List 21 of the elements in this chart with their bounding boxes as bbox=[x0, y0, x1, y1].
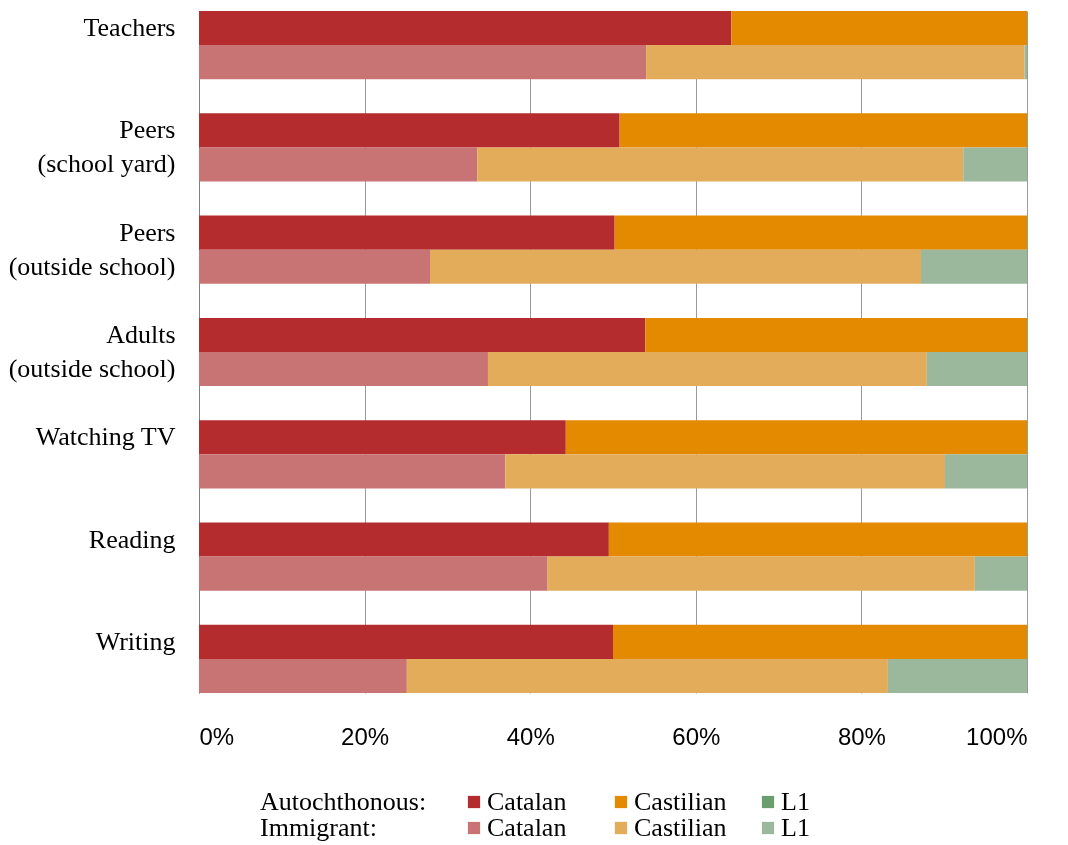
y-tick-label: Peers (outside school) bbox=[8, 217, 176, 281]
x-tick-label: 80% bbox=[837, 722, 886, 750]
y-tick-label: Watching TV bbox=[35, 422, 176, 452]
legend-label: Castilian bbox=[634, 787, 727, 816]
x-tick-label: 0% bbox=[199, 722, 235, 750]
legend-label: L1 bbox=[781, 813, 810, 842]
y-tick-label: Reading bbox=[88, 524, 176, 554]
text: Immigrant: bbox=[260, 813, 377, 842]
y-tick-label: Peers (school yard) bbox=[37, 115, 176, 179]
x-tick-label: 20% bbox=[341, 722, 390, 750]
legend-label: Catalan bbox=[487, 787, 567, 816]
legend-label: L1 bbox=[781, 787, 810, 816]
y-tick-label: Writing bbox=[95, 626, 176, 656]
y-tick-label: Teachers bbox=[83, 13, 176, 43]
y-tick-label: Adults (outside school) bbox=[8, 319, 176, 384]
x-tick-label: 60% bbox=[672, 722, 721, 750]
x-tick-label: 100% bbox=[966, 722, 1028, 750]
legend-label: Catalan bbox=[487, 813, 567, 842]
legend-label: Castilian bbox=[634, 813, 727, 842]
text: Autochthonous: bbox=[260, 787, 427, 816]
x-tick-label: 40% bbox=[506, 722, 555, 750]
